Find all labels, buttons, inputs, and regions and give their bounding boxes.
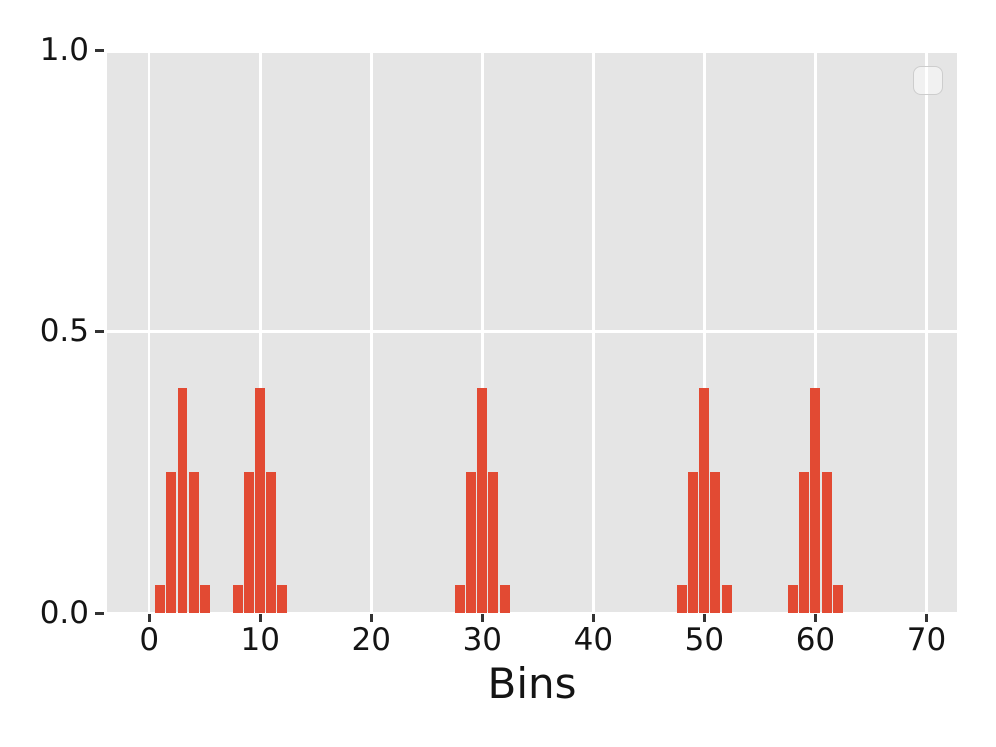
histogram-bar [799, 472, 810, 613]
histogram-bar [155, 584, 166, 613]
histogram-bar [832, 584, 843, 613]
histogram-bar [477, 387, 488, 613]
histogram-bar [188, 472, 199, 613]
histogram-bar [810, 387, 821, 613]
y-tick-label: 0.5 [39, 313, 89, 349]
x-tick-mark [591, 614, 595, 622]
x-tick-mark [924, 614, 928, 622]
y-tick-label: 0.0 [39, 594, 89, 631]
gridline-horizontal [107, 611, 957, 613]
x-axis-label: Bins [487, 659, 577, 708]
histogram-bar [488, 472, 499, 613]
y-tick-mark [95, 48, 104, 52]
histogram-bar [233, 584, 243, 613]
x-tick-mark [258, 614, 262, 622]
histogram-bar [466, 472, 477, 613]
histogram-bar [688, 472, 699, 613]
histogram-bar [821, 472, 832, 613]
y-tick-label: 1.0 [39, 31, 89, 68]
x-tick-label: 10 [240, 622, 280, 658]
x-tick-label: 50 [684, 622, 725, 658]
x-tick-mark [813, 614, 817, 622]
x-tick-label: 40 [573, 622, 614, 658]
histogram-bar [710, 472, 721, 613]
x-tick-mark [369, 614, 373, 622]
x-tick-mark [702, 614, 706, 622]
legend [913, 66, 943, 95]
gridline-horizontal [107, 50, 957, 53]
histogram-bar [677, 584, 688, 613]
x-tick-label: 0 [139, 622, 160, 658]
histogram-bar [166, 472, 177, 613]
x-tick-label: 70 [906, 622, 947, 658]
histogram-bar [499, 584, 510, 613]
y-tick-mark [95, 611, 104, 615]
histogram-bar [255, 387, 266, 613]
x-tick-label: 60 [795, 622, 836, 658]
gridline-horizontal [107, 330, 957, 333]
x-tick-mark [147, 614, 151, 622]
histogram-bar [277, 584, 288, 613]
histogram-bar [244, 472, 255, 613]
x-tick-label: 30 [462, 622, 503, 658]
histogram-bar [721, 584, 732, 613]
histogram-bar [455, 584, 466, 613]
x-tick-label: 20 [351, 622, 391, 658]
y-tick-mark [95, 330, 104, 333]
histogram-bar [177, 387, 188, 613]
plot-area [107, 50, 957, 613]
histogram-bar [266, 472, 277, 613]
histogram-bar [199, 584, 210, 613]
histogram-bar [788, 584, 799, 613]
histogram-bar [699, 387, 710, 613]
x-tick-mark [480, 614, 484, 622]
